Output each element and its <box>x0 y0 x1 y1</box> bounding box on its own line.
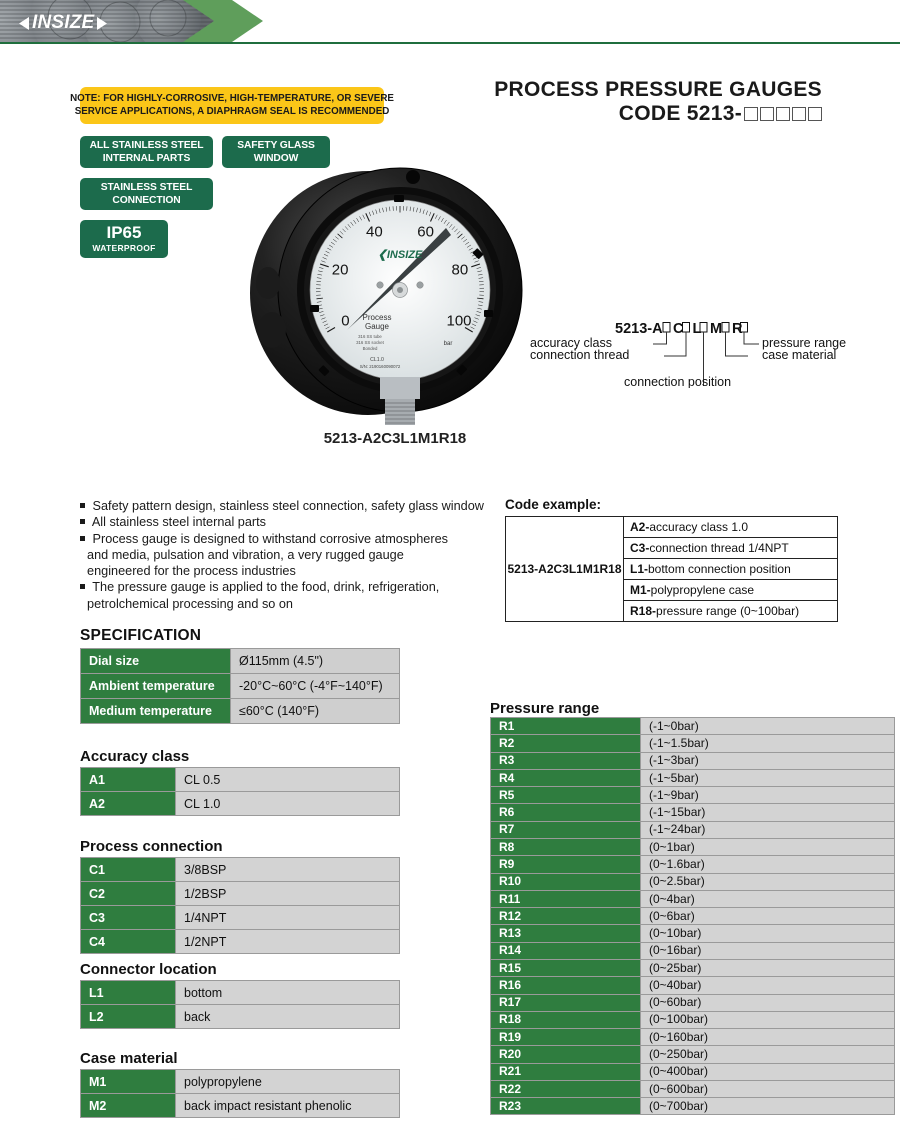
svg-text:case material: case material <box>762 348 836 362</box>
svg-text:100: 100 <box>446 313 471 330</box>
svg-text:0: 0 <box>341 313 349 330</box>
svg-text:5213-A: 5213-A <box>615 321 663 337</box>
svg-text:Gauge: Gauge <box>365 322 390 331</box>
svg-text:Bonded: Bonded <box>363 346 378 351</box>
svg-text:pressure range: pressure range <box>762 336 846 350</box>
svg-text:R: R <box>732 321 743 337</box>
svg-text:M: M <box>710 321 722 337</box>
svg-text:20: 20 <box>332 262 349 279</box>
svg-text:80: 80 <box>452 262 469 279</box>
svg-text:bar: bar <box>444 341 453 347</box>
svg-text:40: 40 <box>366 223 383 240</box>
svg-text:connection thread: connection thread <box>530 348 629 362</box>
svg-text:CL1.0: CL1.0 <box>370 357 384 363</box>
svg-text:316 SS socket: 316 SS socket <box>356 340 385 345</box>
svg-text:connection position: connection position <box>624 375 731 388</box>
svg-text:60: 60 <box>417 223 434 240</box>
svg-text:316 SS tube: 316 SS tube <box>358 334 382 339</box>
svg-text:S/N: 2190160090072: S/N: 2190160090072 <box>360 364 401 369</box>
svg-text:❮INSIZE: ❮INSIZE <box>378 249 423 261</box>
svg-text:Process: Process <box>363 313 392 322</box>
